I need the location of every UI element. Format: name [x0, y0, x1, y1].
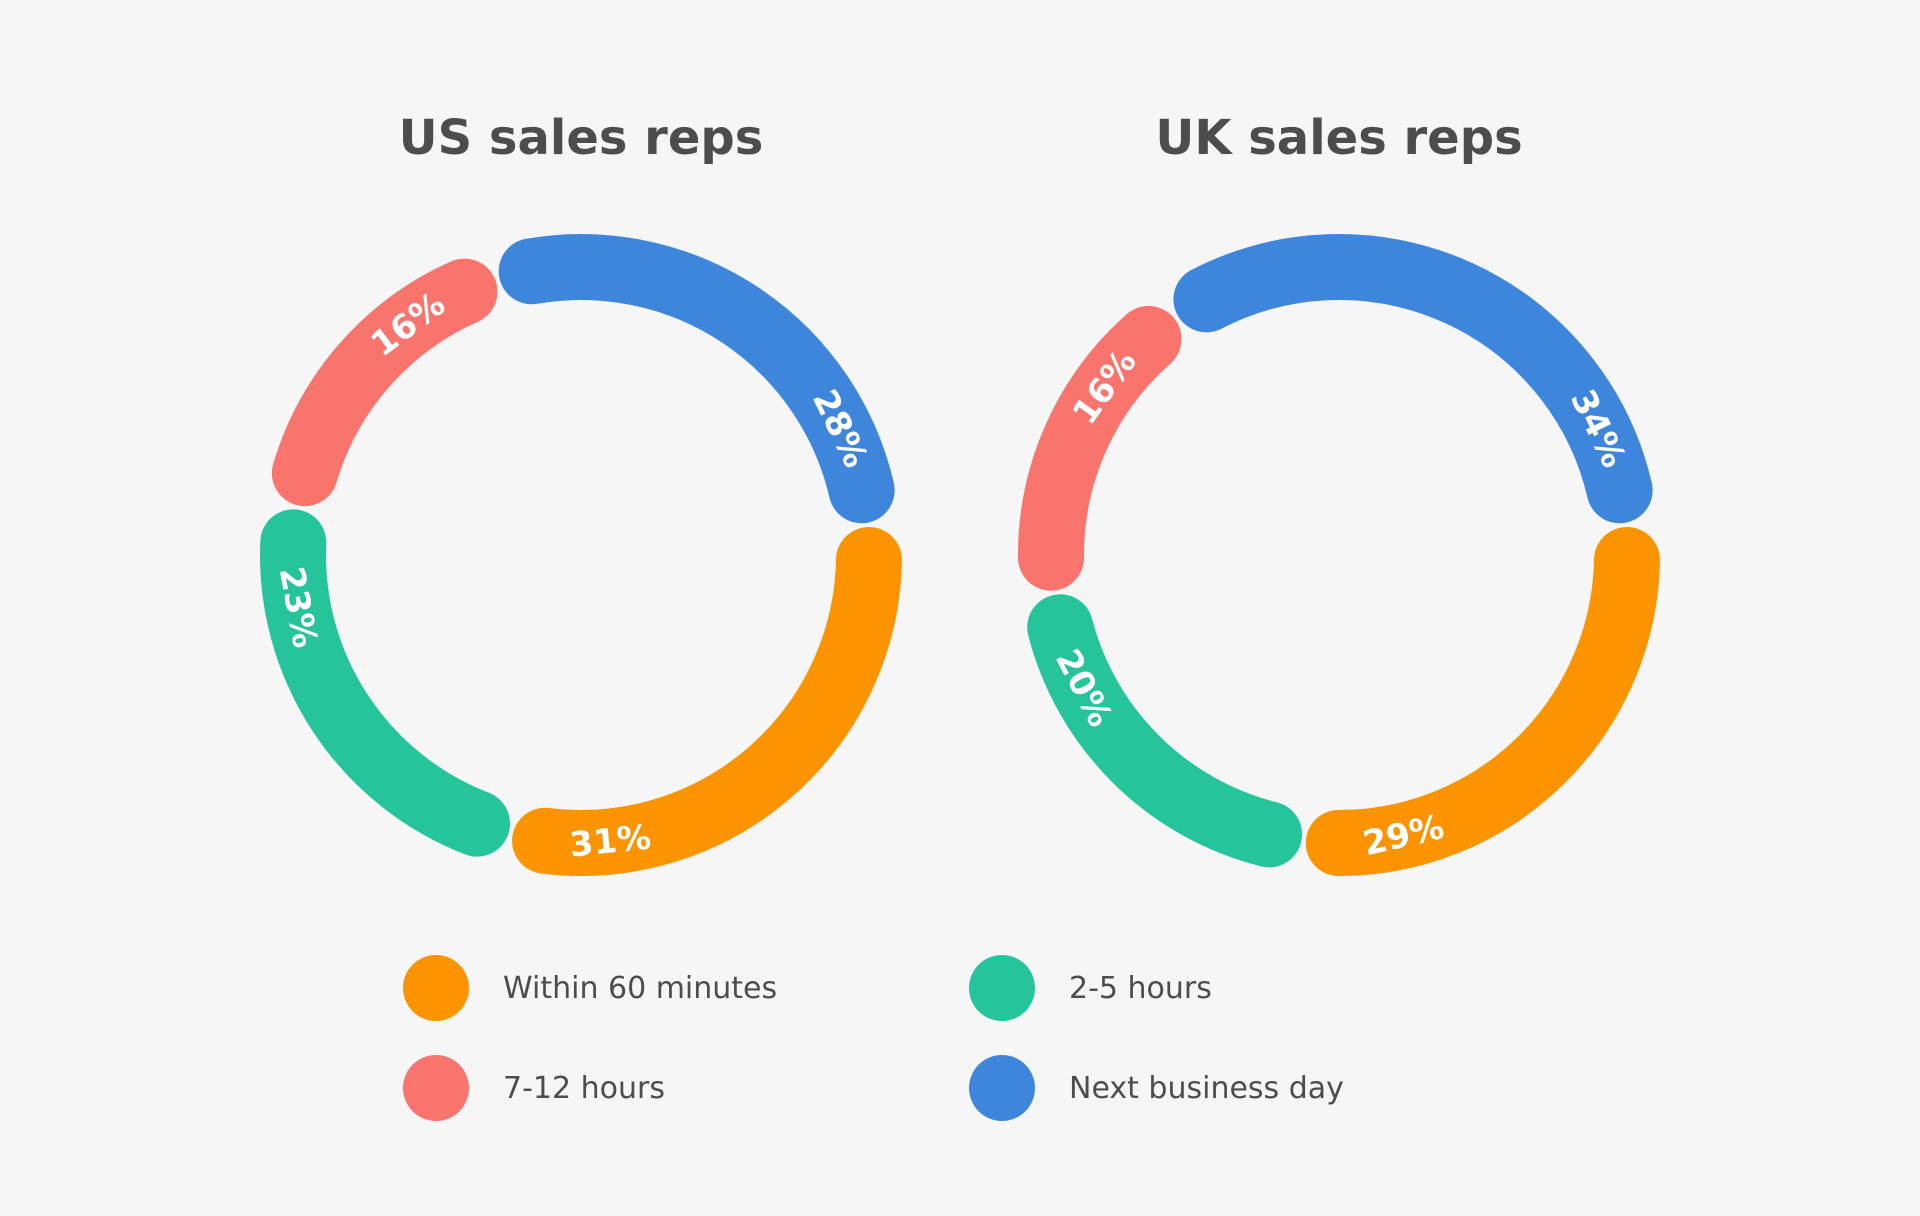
chart-title-uk: UK sales reps: [1155, 110, 1522, 166]
donut-slice-next-business-day: [1173, 234, 1653, 524]
donut-us: 31%23%16%28%: [260, 234, 902, 876]
donut-slice-2-5-hours: [1027, 594, 1303, 868]
donut-slice-7-12-hours: [271, 258, 498, 507]
donut-slice-within-60-minutes: [512, 527, 902, 876]
donut-slice-7-12-hours: [1018, 305, 1182, 591]
chart-title-us: US sales reps: [399, 110, 764, 166]
donut-uk: 29%20%16% 34%: [1018, 234, 1660, 877]
donut-slice-within-60-minutes: [1305, 527, 1660, 877]
donut-slice-2-5-hours: [260, 509, 511, 857]
donut-slice-next-business-day: [498, 234, 895, 524]
slice-label-within-60-minutes: 31%: [568, 817, 653, 865]
